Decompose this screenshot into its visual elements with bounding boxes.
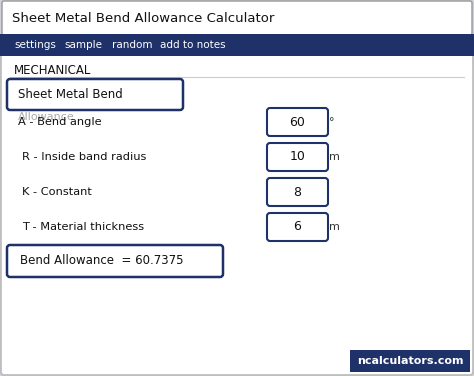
Text: 60: 60 (290, 115, 305, 129)
FancyBboxPatch shape (267, 143, 328, 171)
Text: random: random (112, 40, 153, 50)
FancyBboxPatch shape (267, 213, 328, 241)
Bar (350, 350, 470, 372)
Text: Sheet Metal Bend Allowance Calculator: Sheet Metal Bend Allowance Calculator (12, 12, 274, 24)
Text: sample: sample (64, 40, 102, 50)
Text: Allowance: Allowance (18, 112, 75, 122)
Text: K - Constant: K - Constant (22, 187, 92, 197)
Text: 10: 10 (290, 150, 305, 164)
Text: MECHANICAL: MECHANICAL (14, 64, 91, 76)
Text: m: m (329, 222, 340, 232)
Text: T - Material thickness: T - Material thickness (22, 222, 144, 232)
Text: ncalculators.com: ncalculators.com (357, 356, 463, 366)
FancyBboxPatch shape (7, 245, 223, 277)
Text: Sheet Metal Bend: Sheet Metal Bend (18, 88, 123, 101)
FancyBboxPatch shape (267, 108, 328, 136)
Text: 8: 8 (293, 185, 301, 199)
Text: Bend Allowance  = 60.7375: Bend Allowance = 60.7375 (20, 255, 183, 267)
FancyBboxPatch shape (267, 178, 328, 206)
Bar (0, 34, 474, 56)
FancyBboxPatch shape (7, 79, 183, 110)
FancyBboxPatch shape (2, 1, 472, 35)
Text: settings: settings (14, 40, 56, 50)
Text: R - Inside band radius: R - Inside band radius (22, 152, 146, 162)
Text: A - Bend angle: A - Bend angle (18, 117, 101, 127)
Text: 6: 6 (293, 220, 301, 233)
Text: °: ° (329, 117, 335, 127)
Text: add to notes: add to notes (160, 40, 226, 50)
Text: m: m (329, 152, 340, 162)
FancyBboxPatch shape (1, 54, 473, 375)
